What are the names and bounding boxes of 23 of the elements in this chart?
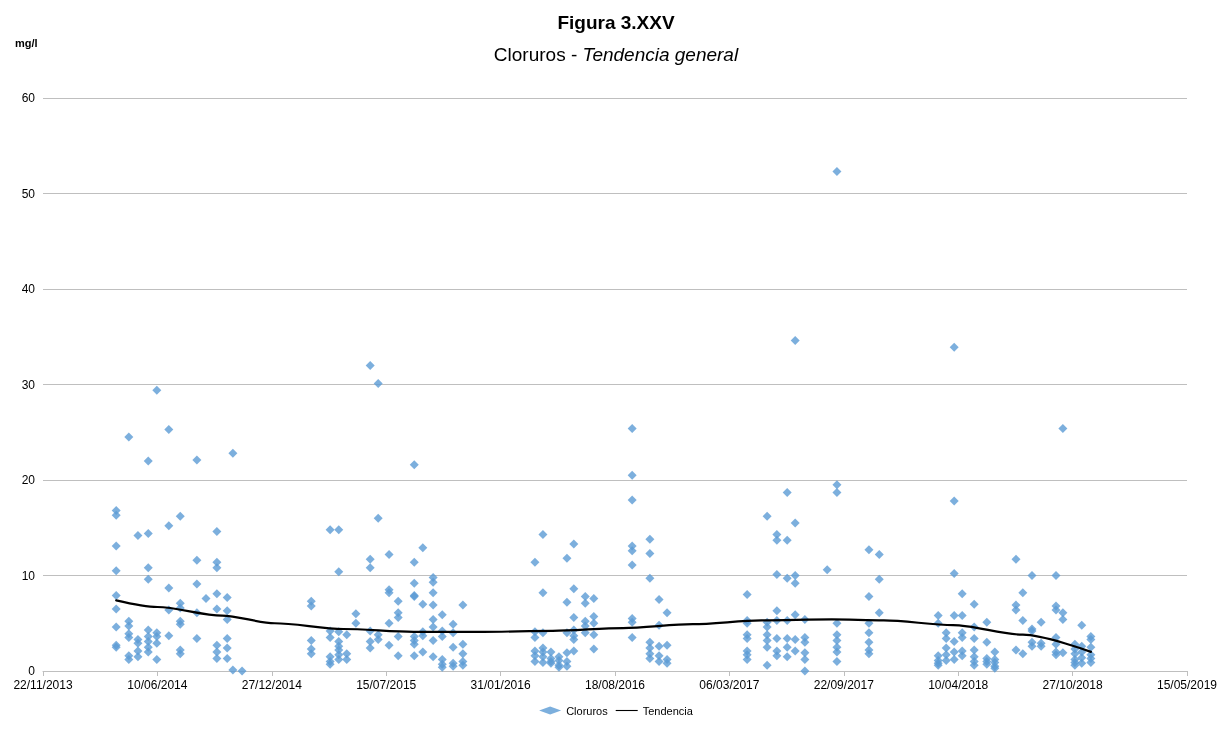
- x-tick-label: 15/05/2019: [1156, 678, 1218, 692]
- y-tick-label: 30: [21, 377, 36, 392]
- x-tick-label: 10/04/2018: [928, 678, 989, 692]
- y-tick-label: 40: [21, 282, 36, 296]
- x-tick-label: 31/01/2016: [470, 678, 531, 692]
- x-tick-label: 22/11/2013: [13, 678, 73, 692]
- y-tick-label: 0: [28, 664, 36, 678]
- y-tick-label: 10: [21, 568, 36, 583]
- y-axis-title: mg/l: [15, 36, 38, 49]
- x-tick-label: 10/06/2014: [127, 678, 188, 692]
- y-tick-label: 60: [21, 91, 36, 105]
- x-tick-label: 22/09/2017: [813, 678, 875, 692]
- x-tick-label: 06/03/2017: [699, 678, 760, 692]
- y-tick-label: 50: [21, 186, 36, 201]
- chart-title: Figura 3.XXV: [557, 12, 675, 33]
- x-tick-label: 27/12/2014: [241, 678, 303, 692]
- legend-label: Tendencia: [642, 704, 694, 717]
- y-tick-label: 20: [21, 473, 36, 487]
- legend-label: Cloruros: [566, 704, 609, 717]
- x-tick-label: 15/07/2015: [356, 678, 417, 692]
- chart-subtitle: Cloruros - Tendencia general: [493, 44, 739, 65]
- x-tick-label: 27/10/2018: [1042, 678, 1103, 692]
- x-tick-label: 18/08/2016: [584, 678, 646, 692]
